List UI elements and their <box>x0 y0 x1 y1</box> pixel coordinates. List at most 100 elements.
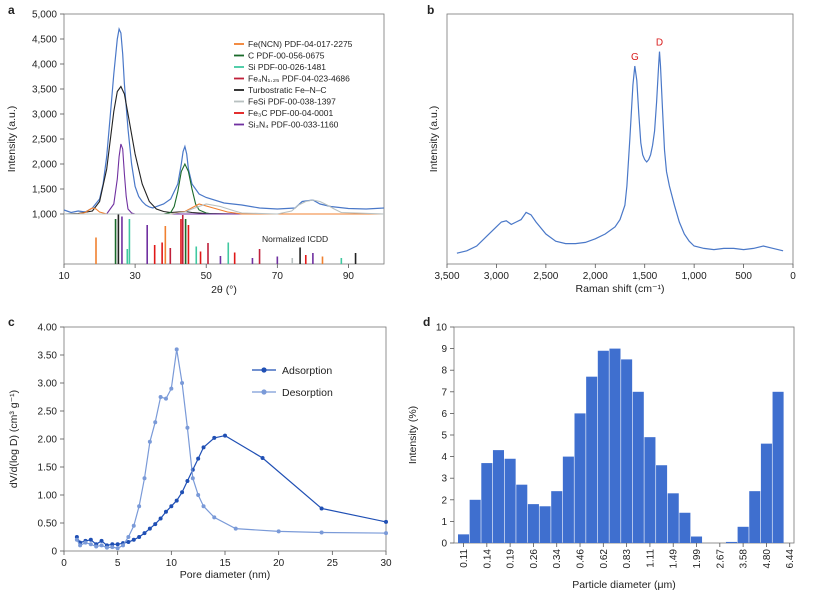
histogram-bar <box>574 413 586 543</box>
data-point <box>131 523 136 528</box>
x-tick-label: 1,500 <box>632 271 657 282</box>
data-point <box>276 529 281 534</box>
y-tick-label: 4,500 <box>32 35 57 46</box>
series-line <box>76 349 387 549</box>
panel-b-peak-labels: GD <box>631 38 663 63</box>
data-point <box>384 519 388 524</box>
panel-c-x-label: Pore diameter (nm) <box>180 569 270 581</box>
y-tick-label: 2,500 <box>32 135 57 146</box>
histogram-bar <box>656 465 668 543</box>
x-tick-label: 3,000 <box>484 271 509 282</box>
histogram-bar <box>772 391 784 543</box>
histogram-bar <box>644 437 656 543</box>
series-line <box>63 26 385 214</box>
histogram-bar <box>539 506 551 543</box>
data-point <box>78 543 83 548</box>
data-point <box>163 509 168 514</box>
panel-c-frame <box>63 326 387 552</box>
histogram-bar <box>481 463 493 543</box>
data-point <box>319 530 324 535</box>
histogram-bar <box>527 504 539 543</box>
data-point <box>104 545 109 550</box>
series-line <box>76 434 387 547</box>
data-point <box>185 425 190 430</box>
legend-marker <box>261 367 267 373</box>
histogram-bar <box>749 491 761 543</box>
histogram-bar <box>597 350 609 543</box>
panel-a-series <box>63 26 385 215</box>
panel-d-y-ticks: 0 1 2 3 4 5 6 7 8 9 10 <box>436 323 454 550</box>
y-tick-label: 1,000 <box>32 210 57 221</box>
x-tick-label: 1.11 <box>645 549 656 568</box>
y-tick-label: 1.00 <box>38 491 58 502</box>
data-point <box>74 535 79 539</box>
y-tick-label: 0.50 <box>38 519 58 530</box>
panel-b-x-ticks: 3,500 3,000 2,500 2,000 1,500 1,000 500 0 <box>434 264 796 282</box>
histogram-bar <box>516 484 528 543</box>
panel-a-reference-sticks <box>95 214 357 264</box>
panel-a-y-label: Intensity (a.u.) <box>6 106 18 173</box>
panel-c-legend: Adsorption Desorption <box>252 365 333 399</box>
data-point <box>185 479 190 483</box>
x-tick-label: 0.83 <box>622 549 633 569</box>
y-tick-label: 1,500 <box>32 185 57 196</box>
legend-label: Adsorption <box>282 365 332 377</box>
panel-c-pore-distribution: c 0 0.50 1.00 1.50 2.00 2.50 3.00 3.50 4.00 0 5 10… <box>8 315 392 581</box>
x-tick-label: 4.80 <box>762 549 773 569</box>
legend-label: Si PDF-00-026-1481 <box>248 62 326 72</box>
y-tick-label: 3,000 <box>32 110 57 121</box>
data-point <box>142 476 147 481</box>
x-tick-label: 3,500 <box>434 271 459 282</box>
data-point <box>212 515 217 520</box>
y-tick-label: 4,000 <box>32 60 57 71</box>
panel-b-frame <box>446 13 794 265</box>
data-point <box>99 543 104 548</box>
panel-d-label: d <box>423 315 430 329</box>
x-tick-label: 2,000 <box>583 271 608 282</box>
histogram-bar <box>632 391 644 543</box>
histogram-bar <box>469 499 481 543</box>
panel-c-y-ticks: 0 0.50 1.00 1.50 2.00 2.50 3.00 3.50 4.00 <box>38 323 64 558</box>
x-tick-label: 1.99 <box>692 549 703 569</box>
y-tick-label: 0 <box>441 539 447 550</box>
x-tick-label: 20 <box>273 558 285 569</box>
panel-b-label: b <box>427 3 434 17</box>
legend-marker <box>261 389 267 395</box>
y-tick-label: 2.00 <box>38 435 58 446</box>
x-tick-label: 0.26 <box>529 549 540 569</box>
panel-a-x-ticks: 10 30 50 70 90 <box>58 264 354 282</box>
y-tick-label: 3 <box>441 474 447 485</box>
panel-b-y-label: Intensity (a.u.) <box>428 106 440 173</box>
data-point <box>196 493 201 497</box>
y-tick-label: 1.50 <box>38 463 58 474</box>
x-tick-label: 15 <box>219 558 231 569</box>
data-point <box>88 542 93 547</box>
data-point <box>131 537 136 542</box>
panel-a-x-label: 2θ (°) <box>211 284 237 296</box>
data-point <box>94 544 99 549</box>
histogram-bar <box>504 458 516 543</box>
panel-b-raman: b 3,500 3,000 2,500 2,000 1,500 1,000 500 0 GD … <box>427 3 796 295</box>
y-tick-label: 3,500 <box>32 85 57 96</box>
series-line <box>64 203 384 215</box>
panel-b-x-label: Raman shift (cm⁻¹) <box>576 283 665 295</box>
y-tick-label: 3.50 <box>38 351 58 362</box>
x-tick-label: 30 <box>380 558 392 569</box>
data-point <box>196 456 201 461</box>
histogram-bar <box>609 348 621 543</box>
x-tick-label: 90 <box>343 271 355 282</box>
data-point <box>147 526 152 531</box>
data-point <box>74 537 79 542</box>
x-tick-label: 1.49 <box>669 549 680 569</box>
histogram-bar <box>691 536 703 543</box>
x-tick-label: 25 <box>327 558 339 569</box>
y-tick-label: 9 <box>441 344 447 355</box>
data-point <box>233 526 238 531</box>
data-point <box>260 456 265 461</box>
y-tick-label: 4 <box>441 452 447 463</box>
data-point <box>158 516 163 521</box>
panel-c-y-label: dV/d(log D) (cm³ g⁻¹) <box>8 390 20 488</box>
series-line <box>64 199 385 215</box>
data-point <box>201 504 206 509</box>
legend-label: Fe₃C PDF-00-04-0001 <box>248 108 333 118</box>
